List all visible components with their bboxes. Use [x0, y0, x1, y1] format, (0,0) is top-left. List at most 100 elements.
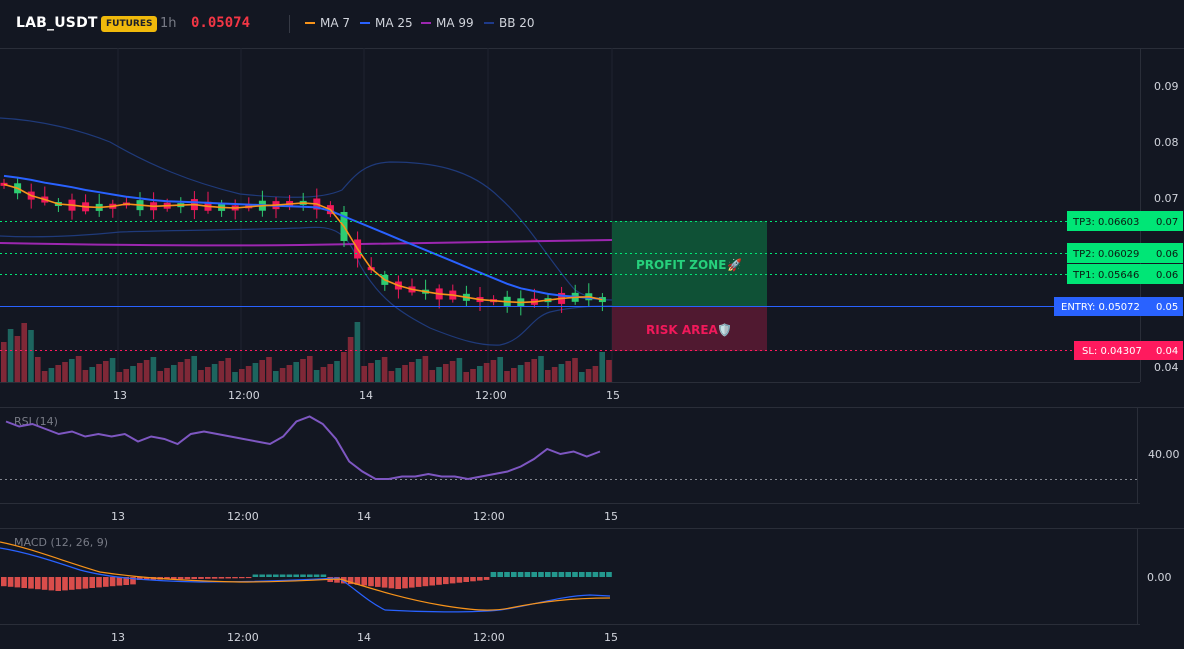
volume-bar: [456, 358, 463, 382]
tp3-tag[interactable]: TP3: 0.06603 0.07: [1067, 211, 1183, 231]
macd-hist-bar: [368, 577, 374, 587]
macd-hist-bar: [191, 577, 197, 580]
time-axis-main[interactable]: 13 12:00 14 12:00 15: [113, 389, 620, 402]
legend-ma99[interactable]: MA 99: [421, 16, 474, 30]
macd-hist-bar: [565, 572, 571, 577]
time-tick: 15: [604, 510, 618, 523]
time-tick: 13: [111, 631, 125, 644]
time-axis-rsi[interactable]: 13 12:00 14 12:00 15: [111, 510, 618, 523]
legend-ma7[interactable]: MA 7: [305, 16, 350, 30]
macd-hist-bar: [143, 577, 150, 580]
time-tick: 15: [606, 389, 620, 402]
volume-bar: [395, 368, 401, 382]
volume-bar: [402, 365, 408, 382]
legend-bb20[interactable]: BB 20: [484, 16, 535, 30]
macd-hist-bar: [116, 577, 123, 586]
time-tick: 12:00: [228, 389, 260, 402]
macd-hist-bar: [517, 572, 524, 577]
macd-hist-bar: [545, 572, 551, 577]
futures-badge: FUTURES: [101, 16, 158, 32]
sl-tag[interactable]: SL: 0.04307 0.04: [1074, 341, 1183, 360]
macd-hist-bar: [415, 577, 422, 587]
volume-bar: [171, 365, 177, 382]
price-axis[interactable]: 0.09 0.08 0.07 0.04: [1154, 80, 1179, 374]
macd-hist-bar: [41, 577, 48, 590]
time-tick: 14: [357, 510, 371, 523]
timeframe-label[interactable]: 1h: [160, 16, 177, 31]
tp2-tag[interactable]: TP2: 0.06029 0.06: [1067, 243, 1183, 263]
volume-bar: [259, 360, 265, 382]
macd-hist-bar: [218, 577, 225, 579]
volume-bar: [225, 358, 231, 382]
entry-label: ENTRY: 0.05072: [1061, 302, 1140, 313]
sl-label: SL: 0.04307: [1082, 346, 1142, 357]
volume-bar: [123, 369, 129, 382]
volume-bar: [504, 371, 510, 382]
macd-histogram: [1, 572, 612, 591]
volume-bar: [28, 330, 34, 382]
volume-bar: [198, 370, 204, 382]
macd-hist-bar: [599, 572, 605, 577]
macd-hist-bar: [75, 577, 82, 590]
volume-bar: [89, 367, 95, 382]
symbol-name[interactable]: LAB_USDT: [16, 15, 98, 31]
volume-bar: [82, 370, 89, 382]
macd-hist-bar: [497, 572, 503, 577]
volume-bar: [470, 369, 476, 382]
volume-bar: [300, 359, 306, 382]
volume-bar: [517, 365, 524, 382]
macd-hist-bar: [375, 577, 381, 587]
volume-bar: [266, 357, 272, 382]
macd-hist-bar: [300, 574, 306, 577]
candlesticks[interactable]: [0, 177, 606, 316]
volume-bar: [143, 360, 150, 382]
macd-hist-bar: [429, 577, 435, 586]
volume-bar: [551, 367, 558, 382]
legend-ma25[interactable]: MA 25: [360, 16, 413, 30]
volume-bar: [388, 371, 395, 382]
time-axis-macd[interactable]: 13 12:00 14 12:00 15: [111, 631, 618, 644]
macd-hist-bar: [103, 577, 109, 587]
volume-bar: [150, 357, 157, 382]
ma25-swatch: [360, 22, 370, 24]
entry-tag[interactable]: ENTRY: 0.05072 0.05: [1054, 297, 1183, 316]
time-tick: 14: [359, 389, 373, 402]
chart-header: LAB_USDT FUTURES 1h 0.05074 MA 7 MA 25 M…: [0, 0, 1184, 48]
time-tick: 13: [113, 389, 127, 402]
volume-bar: [449, 361, 456, 382]
volume-bar: [41, 371, 48, 382]
volume-bar: [497, 357, 503, 382]
macd-hist-bar: [164, 577, 170, 580]
macd-hist-bar: [524, 572, 531, 577]
time-tick: 12:00: [473, 510, 505, 523]
volume-bar: [606, 360, 612, 382]
macd-hist-bar: [239, 577, 245, 579]
macd-hist-bar: [531, 572, 537, 577]
volume-bar: [368, 363, 374, 382]
macd-hist-bar: [286, 574, 293, 577]
volume-bar: [327, 364, 333, 382]
volume-bar: [116, 372, 123, 382]
time-tick: 15: [604, 631, 618, 644]
macd-hist-bar: [205, 577, 211, 579]
macd-hist-bar: [307, 574, 313, 577]
tp1-tag[interactable]: TP1: 0.05646 0.06: [1067, 264, 1183, 284]
macd-hist-bar: [592, 572, 599, 577]
macd-hist-bar: [313, 574, 320, 577]
volume-bar: [463, 372, 469, 382]
risk-zone: [612, 306, 767, 351]
macd-hist-bar: [89, 577, 95, 588]
macd-hist-bar: [449, 577, 456, 584]
macd-hist-bar: [245, 577, 252, 579]
macd-axis-tick: 0.00: [1147, 571, 1172, 584]
volume-bar: [572, 358, 578, 382]
macd-hist-bar: [606, 572, 612, 577]
profit-zone-label: PROFIT ZONE: [636, 258, 726, 272]
macd-hist-bar: [347, 577, 354, 585]
macd-hist-bar: [82, 577, 89, 589]
volume-bar: [130, 366, 136, 382]
volume-bar: [531, 359, 537, 382]
macd-hist-bar: [585, 572, 592, 577]
macd-hist-bar: [422, 577, 429, 587]
